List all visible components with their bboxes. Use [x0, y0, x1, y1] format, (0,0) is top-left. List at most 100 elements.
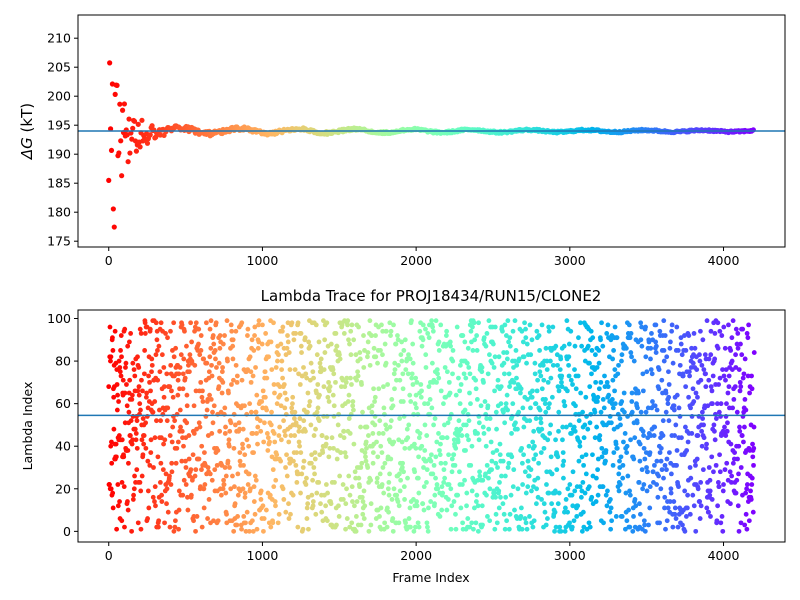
lambda-point — [478, 403, 484, 409]
lambda-point — [209, 373, 215, 379]
lambda-point — [635, 405, 640, 411]
lambda-point — [388, 333, 393, 338]
lambda-point — [553, 437, 558, 443]
lambda-point — [360, 499, 366, 504]
lambda-point — [433, 454, 439, 460]
lambda-point — [300, 526, 306, 532]
lambda-point — [506, 371, 512, 377]
lambda-point — [533, 501, 539, 507]
lambda-point — [682, 528, 688, 534]
lambda-point — [573, 403, 578, 409]
lambda-point — [147, 379, 152, 385]
lambda-point — [242, 490, 248, 496]
delta-g-point — [112, 91, 118, 97]
lambda-point — [199, 467, 204, 473]
lambda-point — [284, 452, 289, 458]
lambda-point — [434, 482, 440, 487]
lambda-point — [132, 473, 137, 479]
lambda-point — [305, 501, 311, 507]
lambda-point — [228, 420, 234, 426]
lambda-point — [107, 482, 112, 487]
lambda-point — [638, 409, 644, 415]
lambda-point — [385, 486, 391, 492]
lambda-point — [397, 377, 403, 383]
lambda-x-tick-label: 0 — [105, 548, 113, 563]
lambda-point — [713, 416, 719, 421]
lambda-point — [416, 490, 422, 496]
lambda-point — [560, 450, 566, 456]
lambda-point — [494, 426, 499, 432]
lambda-point — [270, 520, 276, 526]
lambda-point — [233, 362, 239, 368]
lambda-point — [162, 520, 167, 526]
lambda-point — [137, 401, 143, 407]
lambda-point — [453, 511, 458, 517]
lambda-point — [668, 486, 674, 492]
lambda-point — [396, 520, 402, 526]
lambda-point — [597, 437, 602, 443]
lambda-point — [593, 475, 599, 481]
lambda-point — [716, 382, 722, 387]
lambda-point — [731, 396, 737, 402]
lambda-point — [653, 343, 659, 349]
lambda-point — [576, 458, 582, 464]
lambda-point — [420, 501, 426, 507]
lambda-point — [448, 486, 454, 492]
lambda-point — [647, 450, 653, 456]
lambda-point — [648, 345, 654, 351]
delta-g-point — [121, 101, 128, 107]
lambda-point — [567, 482, 573, 487]
lambda-point — [686, 333, 692, 338]
lambda-point — [298, 450, 304, 456]
lambda-point — [402, 445, 408, 451]
lambda-point — [362, 450, 368, 456]
lambda-point — [128, 331, 134, 336]
lambda-point — [353, 514, 359, 519]
lambda-point — [688, 405, 693, 411]
lambda-point — [423, 352, 429, 358]
lambda-point — [492, 354, 498, 360]
lambda-point — [194, 514, 200, 519]
lambda-point — [346, 392, 352, 398]
lambda-point — [636, 480, 642, 485]
lambda-point — [455, 492, 461, 498]
lambda-point — [119, 354, 124, 360]
lambda-point — [344, 516, 350, 521]
lambda-point — [446, 482, 452, 487]
lambda-point — [134, 467, 140, 473]
lambda-point — [239, 526, 244, 532]
lambda-point — [445, 497, 451, 502]
lambda-point — [343, 526, 348, 532]
lambda-point — [236, 420, 242, 426]
lambda-point — [662, 505, 667, 511]
lambda-point — [435, 371, 440, 377]
lambda-point — [274, 452, 280, 458]
lambda-point — [537, 348, 542, 353]
lambda-point — [618, 454, 624, 460]
lambda-point — [312, 456, 318, 462]
lambda-point — [642, 528, 648, 534]
lambda-point — [257, 418, 263, 424]
lambda-point — [198, 348, 204, 353]
lambda-point — [272, 390, 277, 396]
lambda-point — [245, 333, 250, 338]
lambda-point — [169, 460, 175, 466]
delta-g-point — [125, 159, 131, 165]
lambda-point — [524, 526, 530, 532]
lambda-point — [237, 426, 242, 432]
lambda-point — [631, 514, 636, 519]
lambda-point — [739, 352, 745, 358]
lambda-point — [222, 465, 228, 470]
lambda-point — [629, 390, 635, 396]
lambda-point — [524, 360, 529, 366]
lambda-point — [470, 348, 476, 353]
lambda-point — [436, 375, 442, 381]
lambda-point — [182, 375, 188, 381]
lambda-point — [735, 503, 741, 509]
lambda-point — [605, 384, 611, 390]
lambda-point — [129, 528, 135, 534]
lambda-point — [684, 505, 690, 511]
lambda-point — [243, 528, 249, 534]
lambda-point — [712, 428, 717, 434]
